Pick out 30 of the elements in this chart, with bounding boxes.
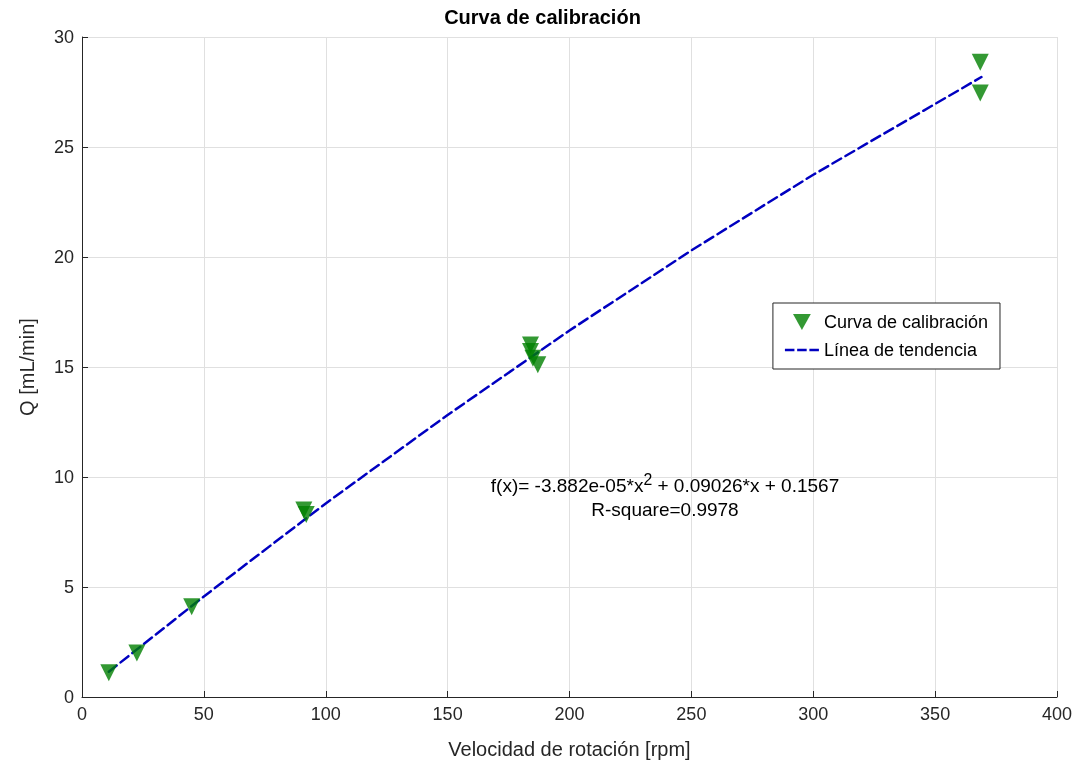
annotation: f(x)= -3.882e-05*x$^{2}$ + 0.09026*x + 0.1567 — [490, 471, 840, 498]
x-tick-label: 400 — [1041, 704, 1073, 724]
y-tick-label: 25 — [53, 137, 74, 157]
x-tick-label: 100 — [310, 704, 341, 724]
y-tick-label: 30 — [53, 27, 74, 47]
point — [971, 84, 989, 102]
point — [297, 505, 315, 523]
y-axis-title: Q [mL/min] — [16, 318, 38, 416]
x-tick-label: 150 — [432, 704, 463, 724]
y-tick-label: 15 — [53, 357, 74, 377]
point — [128, 644, 146, 662]
point — [100, 664, 118, 682]
x-tick-label: 200 — [554, 704, 585, 724]
x-tick-label: 0 — [76, 704, 88, 724]
x-tick-label: 50 — [193, 704, 214, 724]
point — [971, 53, 989, 71]
annotation: R-square=0.9978 — [591, 499, 739, 521]
y-tick-label: 20 — [53, 247, 74, 267]
x-tick-label: 350 — [920, 704, 951, 724]
y-tick-label: 5 — [63, 577, 74, 597]
x-axis-title: Velocidad de rotación [rpm] — [448, 738, 691, 760]
y-tick-label: 10 — [53, 467, 74, 487]
y-tick-label: 0 — [63, 687, 74, 707]
x-tick-label: 300 — [798, 704, 829, 724]
point — [529, 356, 547, 374]
legend-label: Curva de calibración — [823, 312, 989, 332]
chart-title: Curva de calibración — [444, 6, 641, 28]
legend-label: Línea de tendencia — [823, 340, 979, 360]
point — [183, 598, 201, 616]
x-tick-label: 250 — [676, 704, 707, 724]
